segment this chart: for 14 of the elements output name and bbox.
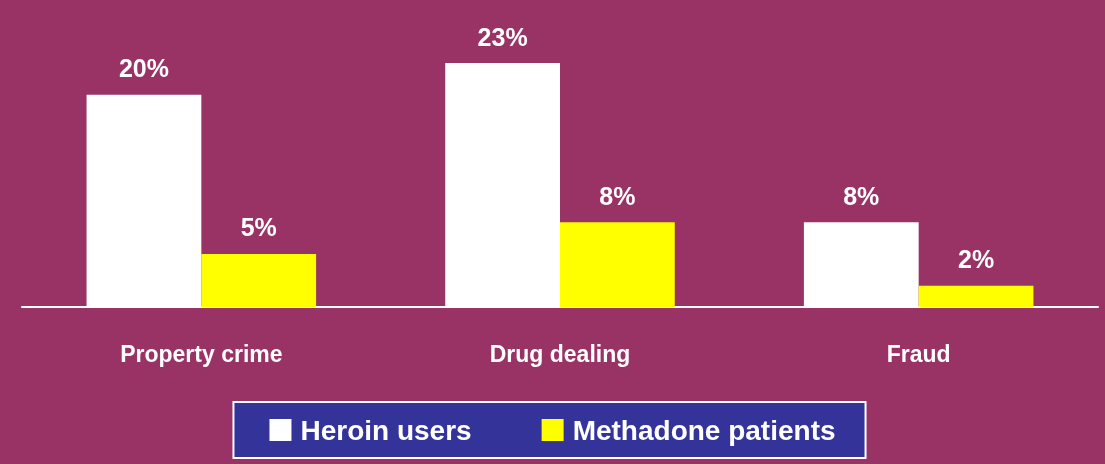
x-tick-label: Drug dealing bbox=[489, 340, 631, 367]
bar bbox=[560, 222, 675, 307]
data-label: 20% bbox=[118, 54, 169, 83]
data-label: 23% bbox=[477, 22, 528, 51]
x-tick-label: Fraud bbox=[886, 340, 951, 367]
legend-label: Methadone patients bbox=[572, 414, 836, 446]
data-label: 5% bbox=[240, 213, 277, 242]
data-label: 8% bbox=[599, 181, 636, 210]
bar bbox=[918, 285, 1034, 307]
legend-label: Heroin users bbox=[300, 414, 472, 446]
data-label: 2% bbox=[957, 245, 995, 274]
data-label: 8% bbox=[843, 181, 880, 210]
bar bbox=[201, 253, 317, 307]
x-tick-label: Property crime bbox=[120, 340, 283, 367]
